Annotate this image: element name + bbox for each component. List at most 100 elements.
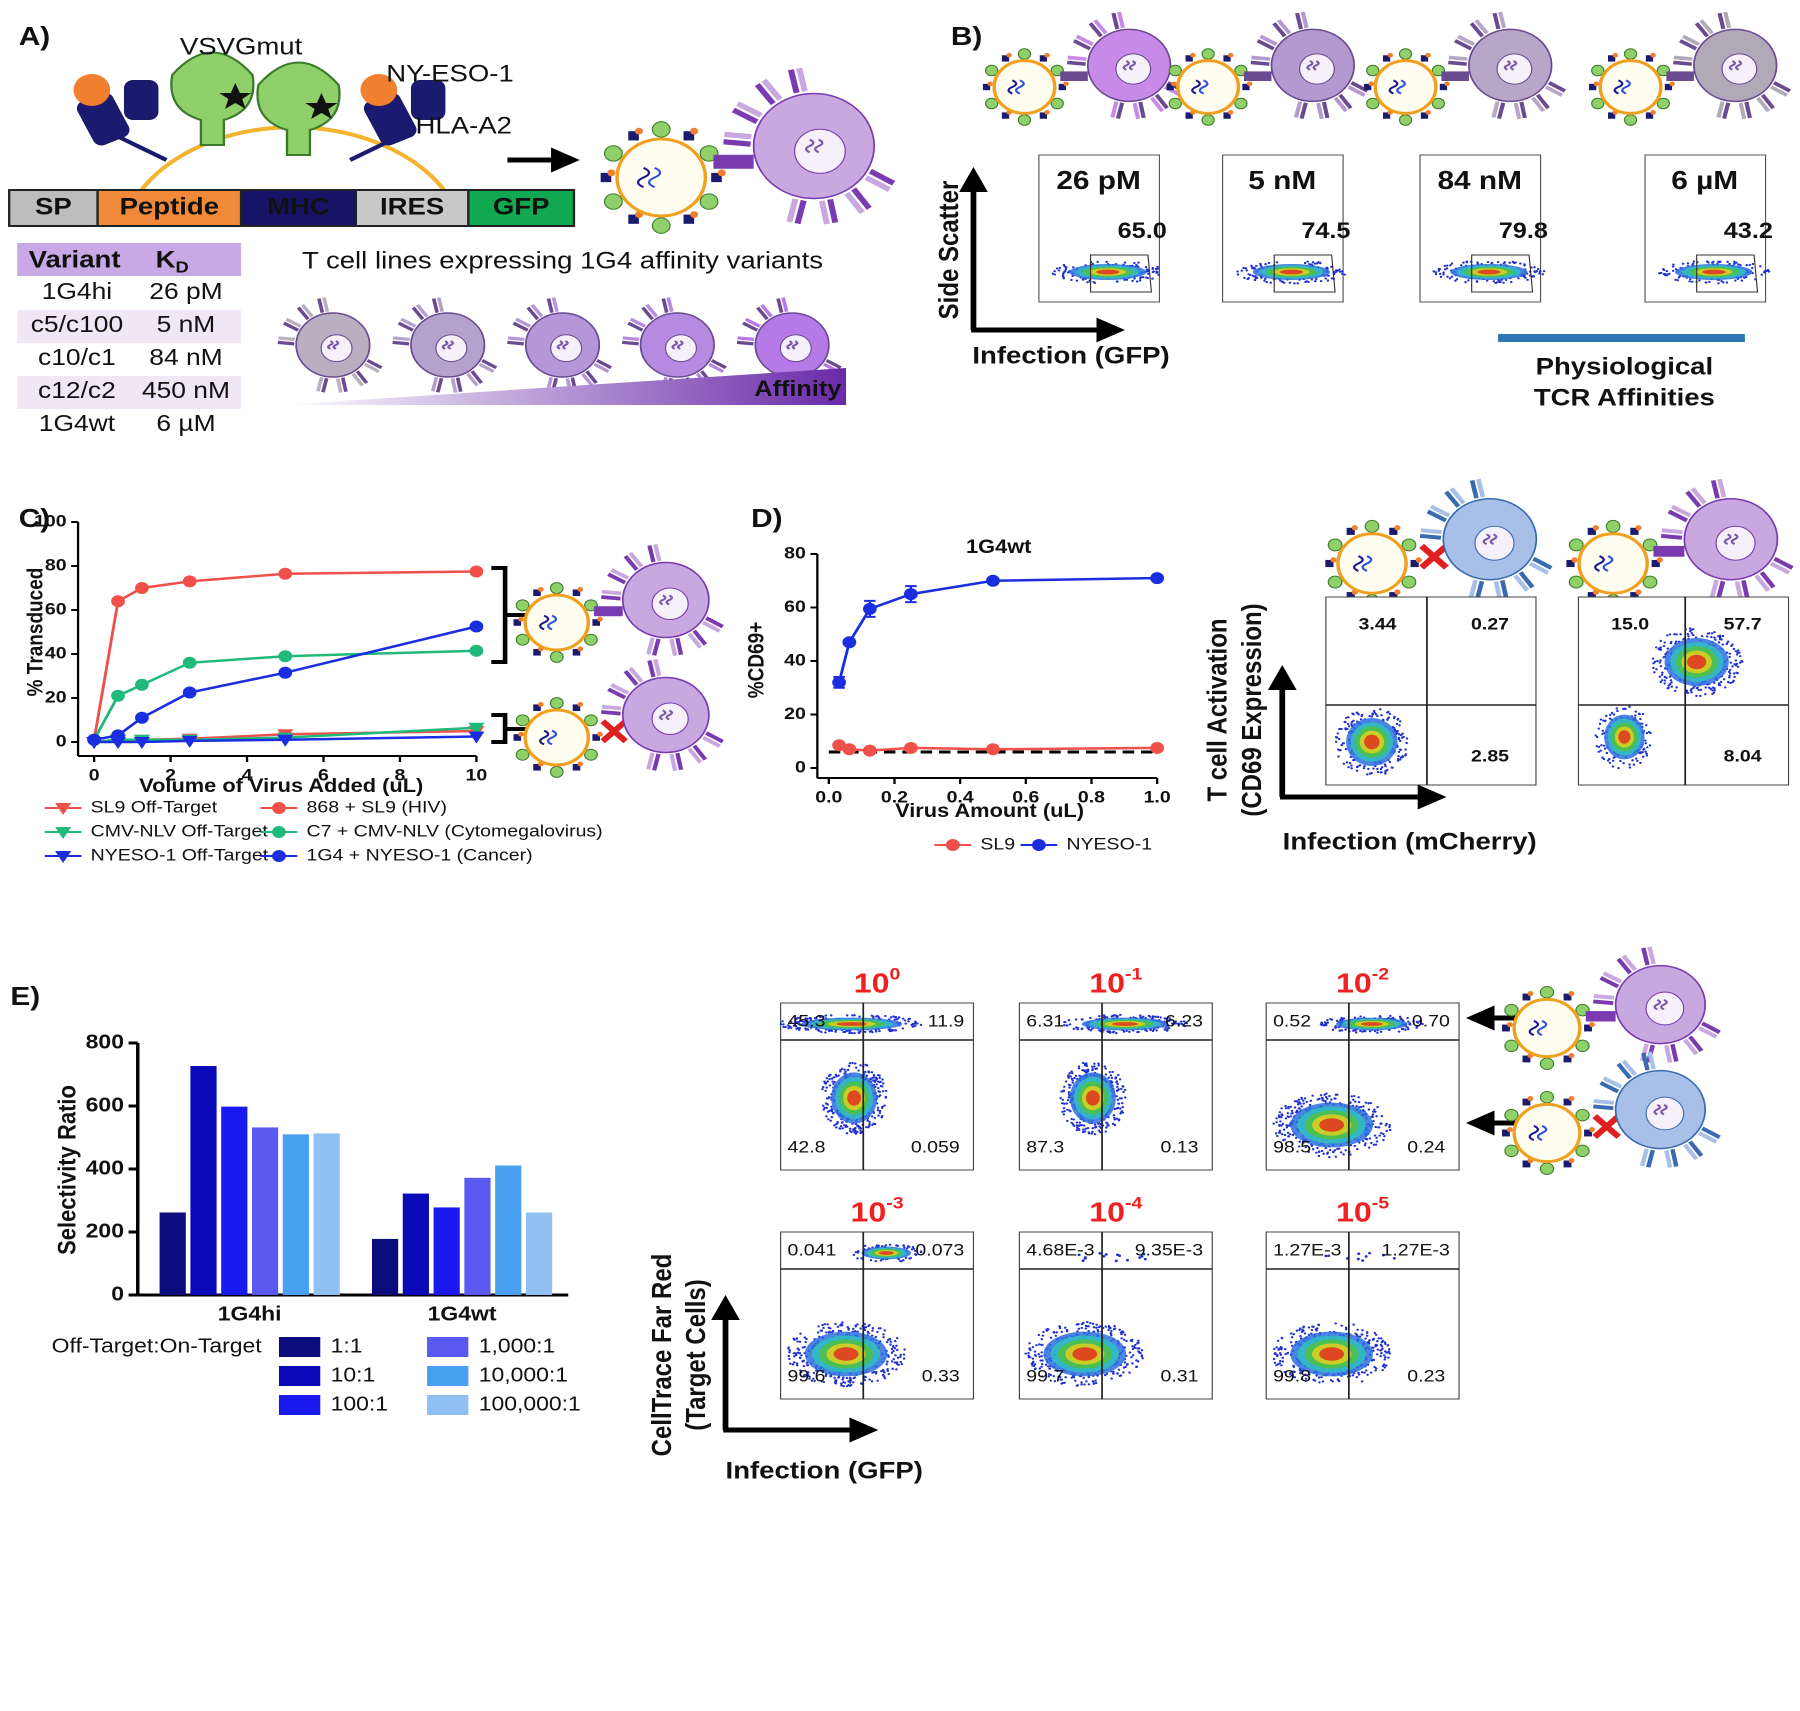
event — [1065, 1102, 1068, 1104]
event — [1085, 1325, 1088, 1327]
event — [852, 1328, 855, 1330]
vsvg — [1643, 576, 1657, 588]
event — [871, 1015, 874, 1017]
event — [1152, 1015, 1155, 1017]
event — [1104, 1065, 1107, 1067]
event — [1141, 1349, 1144, 1351]
event — [1096, 261, 1099, 263]
event — [1092, 1323, 1095, 1325]
vsvg — [1402, 539, 1416, 551]
event — [1609, 714, 1612, 716]
event — [1690, 689, 1693, 691]
vsvg — [1592, 65, 1604, 76]
y-tick-label: 400 — [86, 1157, 124, 1179]
event — [1113, 1118, 1116, 1120]
event — [1074, 1380, 1077, 1382]
event — [817, 1325, 820, 1327]
event — [1359, 764, 1362, 766]
event — [880, 1259, 883, 1261]
event — [1087, 1127, 1090, 1129]
event — [1113, 1114, 1116, 1116]
event — [1061, 1331, 1064, 1333]
kd: K — [156, 247, 176, 273]
legend-label: NYESO-1 Off-Target — [91, 845, 268, 865]
event — [1338, 1380, 1341, 1382]
marker — [863, 603, 877, 615]
event — [1739, 264, 1742, 266]
event — [1327, 275, 1330, 277]
event — [1729, 653, 1732, 655]
event — [1064, 1327, 1067, 1329]
event — [1719, 635, 1722, 637]
event — [1727, 681, 1730, 683]
event — [1337, 749, 1340, 751]
event — [1406, 1017, 1409, 1019]
event — [1708, 632, 1711, 634]
event — [1733, 676, 1736, 678]
event — [1389, 713, 1392, 715]
event — [831, 1116, 834, 1118]
event — [1145, 276, 1148, 278]
event — [878, 1327, 881, 1329]
stem — [115, 135, 167, 160]
event — [1597, 751, 1600, 753]
event — [1241, 270, 1244, 272]
receptor — [1421, 528, 1442, 534]
event — [1384, 1341, 1387, 1343]
event — [882, 1336, 885, 1338]
event — [1132, 1348, 1135, 1350]
density — [1096, 270, 1119, 275]
event — [1344, 1029, 1347, 1031]
event — [1345, 1327, 1348, 1329]
legend-label: 10,000:1 — [479, 1364, 568, 1386]
event — [1726, 261, 1729, 263]
event — [1669, 683, 1672, 685]
event — [1061, 1111, 1064, 1113]
event — [1644, 739, 1647, 741]
construct-label: SP — [35, 194, 72, 220]
quadrant-value: 99.7 — [1026, 1366, 1064, 1386]
event — [1386, 1351, 1389, 1353]
event — [1361, 1259, 1364, 1262]
event — [1713, 637, 1716, 639]
event — [1141, 1357, 1144, 1359]
nucleus — [436, 335, 467, 362]
legend-label: 100:1 — [331, 1393, 388, 1415]
event — [1328, 1095, 1331, 1097]
event — [903, 1357, 906, 1359]
receptor — [1673, 61, 1692, 66]
dilution-title: 10-1 — [1089, 964, 1142, 999]
event — [1280, 1354, 1283, 1356]
event — [1066, 1330, 1069, 1332]
event — [1739, 662, 1742, 664]
event — [824, 1323, 827, 1325]
event — [1706, 260, 1709, 262]
marker — [278, 568, 292, 580]
event — [1041, 1338, 1044, 1340]
event — [1351, 721, 1354, 723]
legend-swatch — [279, 1337, 320, 1357]
peptide — [1635, 589, 1641, 594]
event — [1287, 1115, 1290, 1117]
peptide — [1669, 81, 1674, 86]
virion — [1579, 534, 1647, 593]
vsvg — [986, 65, 998, 76]
event — [1063, 264, 1066, 266]
event — [883, 1370, 886, 1372]
event — [1274, 1362, 1277, 1364]
event — [1309, 1100, 1312, 1102]
event — [1667, 647, 1670, 649]
receptor — [623, 336, 640, 341]
event — [849, 1128, 852, 1130]
panel-label: D) — [751, 504, 782, 533]
legend-label: 1G4 + NYESO-1 (Cancer) — [307, 845, 533, 865]
event — [1534, 271, 1537, 273]
event — [826, 1077, 829, 1079]
event — [1376, 1353, 1379, 1355]
event — [1300, 1105, 1303, 1107]
event — [1377, 771, 1380, 773]
event — [1280, 1116, 1283, 1118]
event — [1088, 1132, 1091, 1134]
vsvg — [652, 122, 670, 137]
event — [1476, 281, 1479, 283]
